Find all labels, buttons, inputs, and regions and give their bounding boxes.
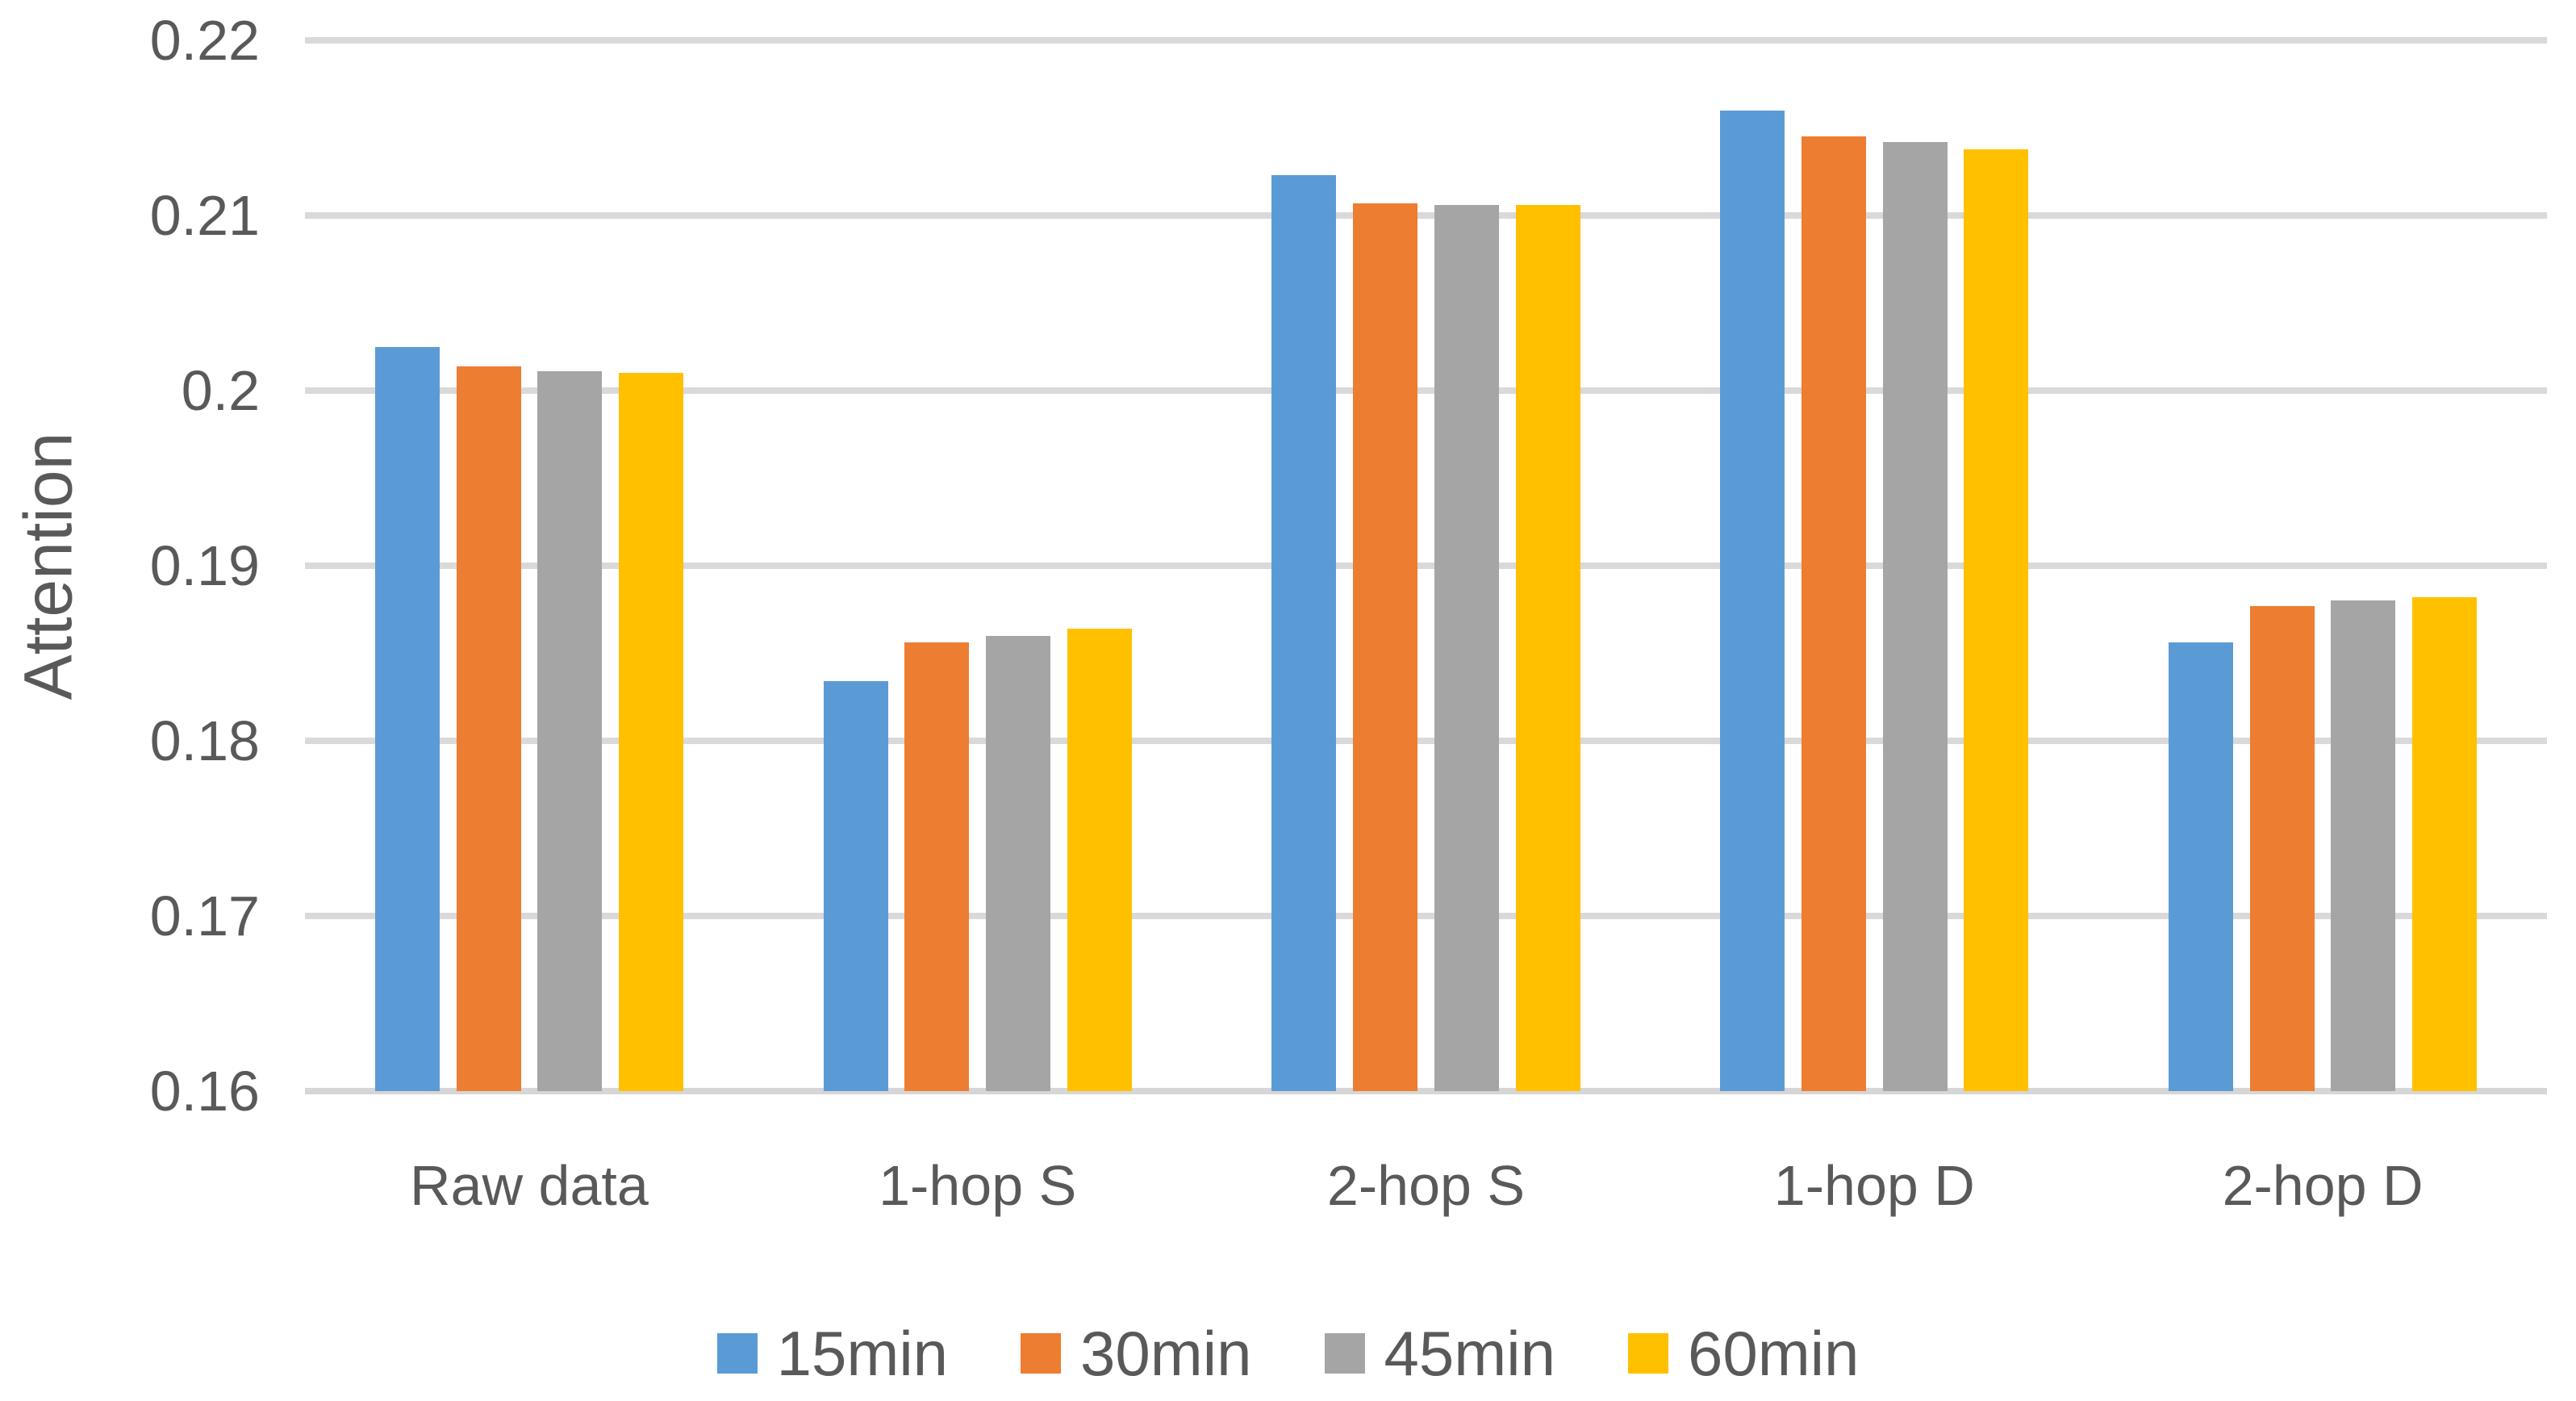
legend-swatch-icon <box>1021 1333 1062 1374</box>
y-tick-label: 0.18 <box>149 709 260 772</box>
bar-60min-2-hop-d <box>2412 597 2478 1091</box>
legend-label: 30min <box>1080 1318 1252 1389</box>
x-category-label: 2-hop S <box>1326 1154 1526 1217</box>
gridline <box>305 913 2547 919</box>
legend: 15min 30min 45min 60min <box>0 1322 2576 1385</box>
bar-45min-2-hop-s <box>1434 204 1499 1091</box>
x-category-label: 1-hop S <box>879 1154 1077 1217</box>
bar-60min-2-hop-s <box>1515 204 1580 1091</box>
x-axis-line <box>305 1088 2547 1094</box>
legend-item-30min: 30min <box>1021 1318 1252 1389</box>
bar-45min-2-hop-d <box>2331 600 2396 1091</box>
bar-60min-1-hop-d <box>1964 148 2029 1091</box>
bar-30min-2-hop-s <box>1353 203 1418 1091</box>
bar-15min-1-hop-s <box>823 681 888 1091</box>
gridline <box>305 738 2547 744</box>
bar-60min-1-hop-s <box>1067 629 1132 1091</box>
y-tick-label: 0.22 <box>149 9 260 72</box>
legend-swatch-icon <box>1324 1333 1365 1374</box>
bar-60min-raw-data <box>618 373 683 1091</box>
bar-30min-raw-data <box>456 366 521 1091</box>
legend-swatch-icon <box>1627 1333 1668 1374</box>
gridline <box>305 562 2547 569</box>
legend-item-60min: 60min <box>1627 1318 1860 1389</box>
bar-45min-raw-data <box>537 371 603 1091</box>
x-category-label: Raw data <box>410 1154 649 1217</box>
bar-15min-2-hop-d <box>2169 642 2234 1091</box>
y-tick-label: 0.2 <box>181 359 260 422</box>
gridline <box>305 37 2547 44</box>
legend-label: 60min <box>1687 1318 1860 1389</box>
bar-15min-raw-data <box>374 346 440 1091</box>
legend-item-45min: 45min <box>1324 1318 1555 1389</box>
bar-15min-2-hop-s <box>1271 175 1337 1091</box>
y-tick-label: 0.16 <box>149 1060 260 1123</box>
legend-label: 15min <box>776 1318 949 1389</box>
bar-30min-1-hop-s <box>904 642 970 1091</box>
gridline <box>305 212 2547 219</box>
gridline <box>305 387 2547 394</box>
bar-45min-1-hop-d <box>1882 141 1948 1091</box>
y-tick-label: 0.17 <box>149 885 260 947</box>
y-tick-label: 0.21 <box>149 184 260 247</box>
legend-label: 45min <box>1384 1318 1555 1389</box>
x-category-label: 2-hop D <box>2222 1154 2424 1217</box>
bar-30min-1-hop-d <box>1801 136 1866 1091</box>
bar-30min-2-hop-d <box>2249 605 2315 1091</box>
bar-45min-1-hop-s <box>986 635 1051 1091</box>
x-category-label: 1-hop D <box>1773 1154 1975 1217</box>
y-tick-label: 0.19 <box>149 534 260 597</box>
bar-15min-1-hop-d <box>1720 110 1785 1091</box>
legend-item-15min: 15min <box>716 1318 949 1389</box>
legend-swatch-icon <box>716 1333 758 1374</box>
